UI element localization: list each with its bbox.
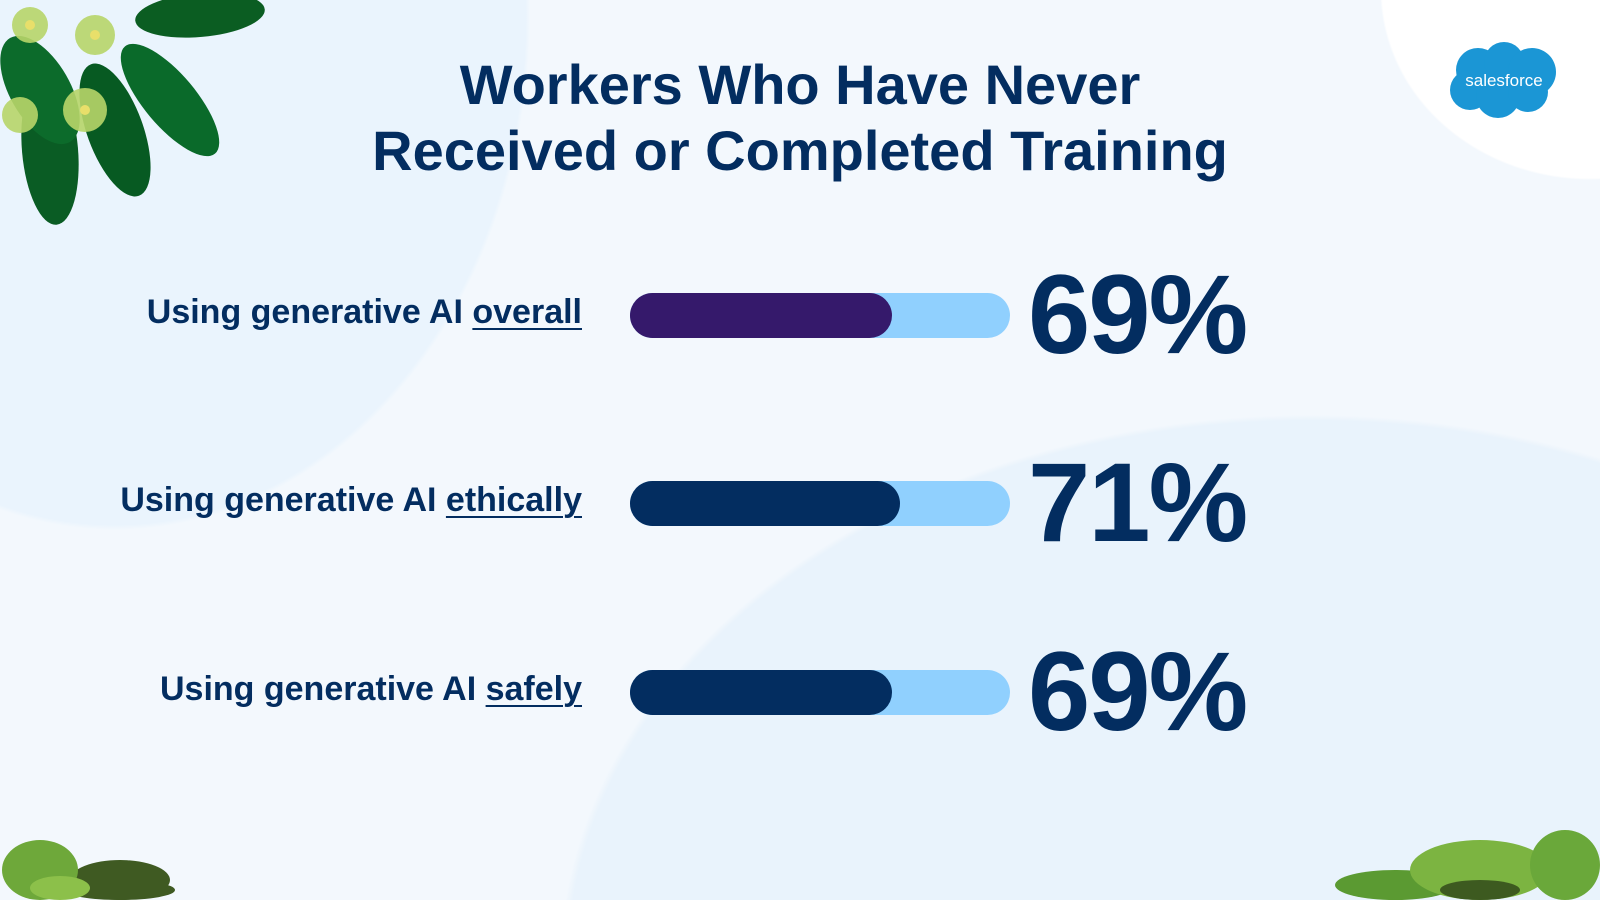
value-label: 69% [1028,629,1248,754]
bar-fill [630,670,893,715]
bar-track [630,293,1010,338]
bar-row-safely: Using generative AI safely 69% [0,632,1600,752]
bar-track [630,670,1010,715]
bar-label: Using generative AI overall [146,293,582,331]
bar-row-ethically: Using generative AI ethically 71% [0,443,1600,563]
chart-title: Workers Who Have Never Received or Compl… [0,52,1600,184]
title-line: Received or Completed Training [372,119,1228,182]
bar-label: Using generative AI safely [159,670,582,708]
svg-text:salesforce: salesforce [1465,71,1542,90]
value-label: 71% [1028,440,1248,565]
leaves-decoration [0,0,265,225]
bush-decoration [2,840,175,900]
bar-fill [630,481,900,526]
bar-row-overall: Using generative AI overall 69% [0,255,1600,375]
bar-label: Using generative AI ethically [120,481,582,519]
salesforce-logo: salesforce [1450,42,1556,118]
value-label: 69% [1028,252,1248,377]
bar-track [630,481,1010,526]
title-line: Workers Who Have Never [459,53,1141,116]
bar-fill [630,293,893,338]
bush-decoration [1335,830,1600,900]
